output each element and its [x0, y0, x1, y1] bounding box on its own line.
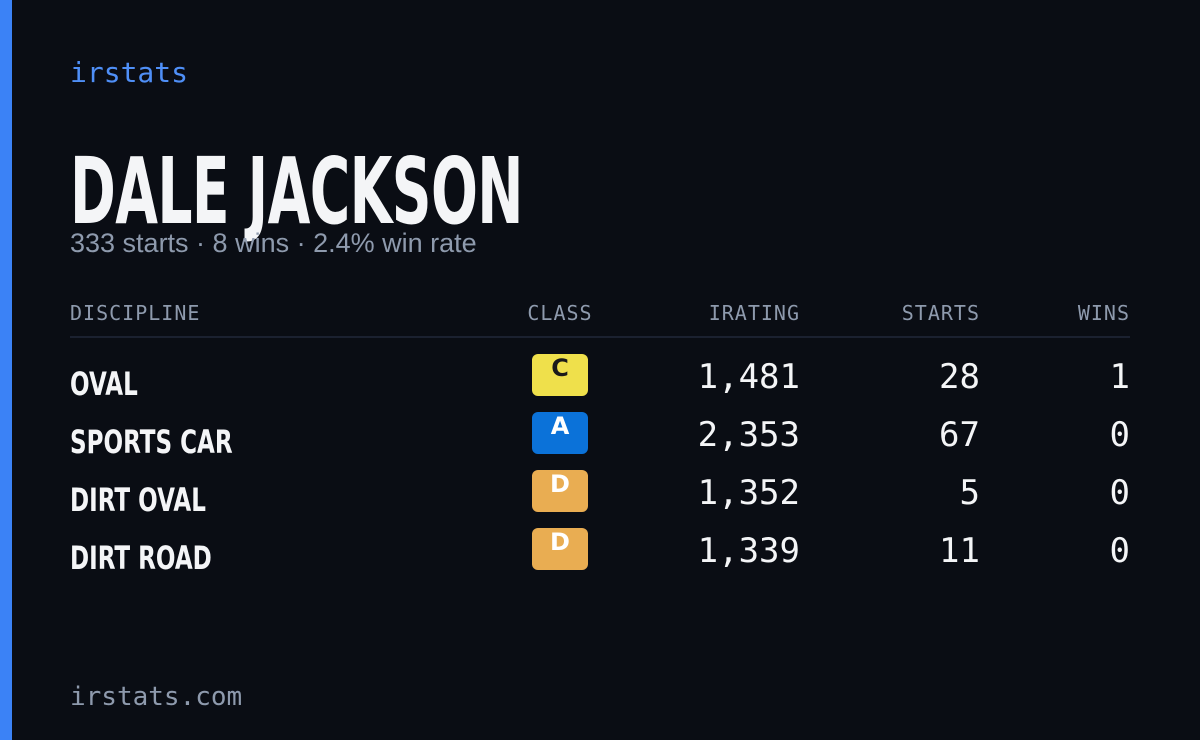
discipline: DIRT ROAD: [70, 539, 212, 577]
discipline: DIRT OVAL: [70, 481, 206, 519]
discipline: SPORTS CAR: [70, 423, 233, 461]
starts-value: 11: [939, 531, 980, 571]
class-badge: C: [532, 354, 588, 396]
class-badge: A: [532, 412, 588, 454]
discipline: OVAL: [70, 365, 138, 403]
irating-value: 1,481: [697, 357, 800, 397]
footer: irstats.com: [70, 682, 243, 712]
irating-value: 1,339: [697, 531, 800, 571]
starts-value: 28: [939, 357, 980, 397]
irating-value: 2,353: [697, 415, 800, 455]
class-badge: D: [532, 470, 588, 512]
brand: irstats: [70, 56, 189, 89]
driver-summary: 333 starts · 8 wins · 2.4% win rate: [70, 228, 477, 258]
column-header: CLASS: [527, 301, 593, 325]
column-header: WINS: [1077, 301, 1130, 325]
column-header: IRATING: [708, 301, 800, 325]
accent-bar: [0, 0, 12, 740]
driver-name: DALE JACKSON: [70, 138, 523, 245]
starts-value: 67: [939, 415, 980, 455]
starts-value: 5: [959, 473, 980, 513]
class-badge: D: [532, 528, 588, 570]
wins-value: 1: [1109, 357, 1130, 397]
column-header: DISCIPLINE: [70, 301, 201, 325]
wins-value: 0: [1109, 531, 1130, 571]
wins-value: 0: [1109, 473, 1130, 513]
irating-value: 1,352: [697, 473, 800, 513]
wins-value: 0: [1109, 415, 1130, 455]
header-rule: [70, 336, 1130, 338]
column-header: STARTS: [901, 301, 980, 325]
